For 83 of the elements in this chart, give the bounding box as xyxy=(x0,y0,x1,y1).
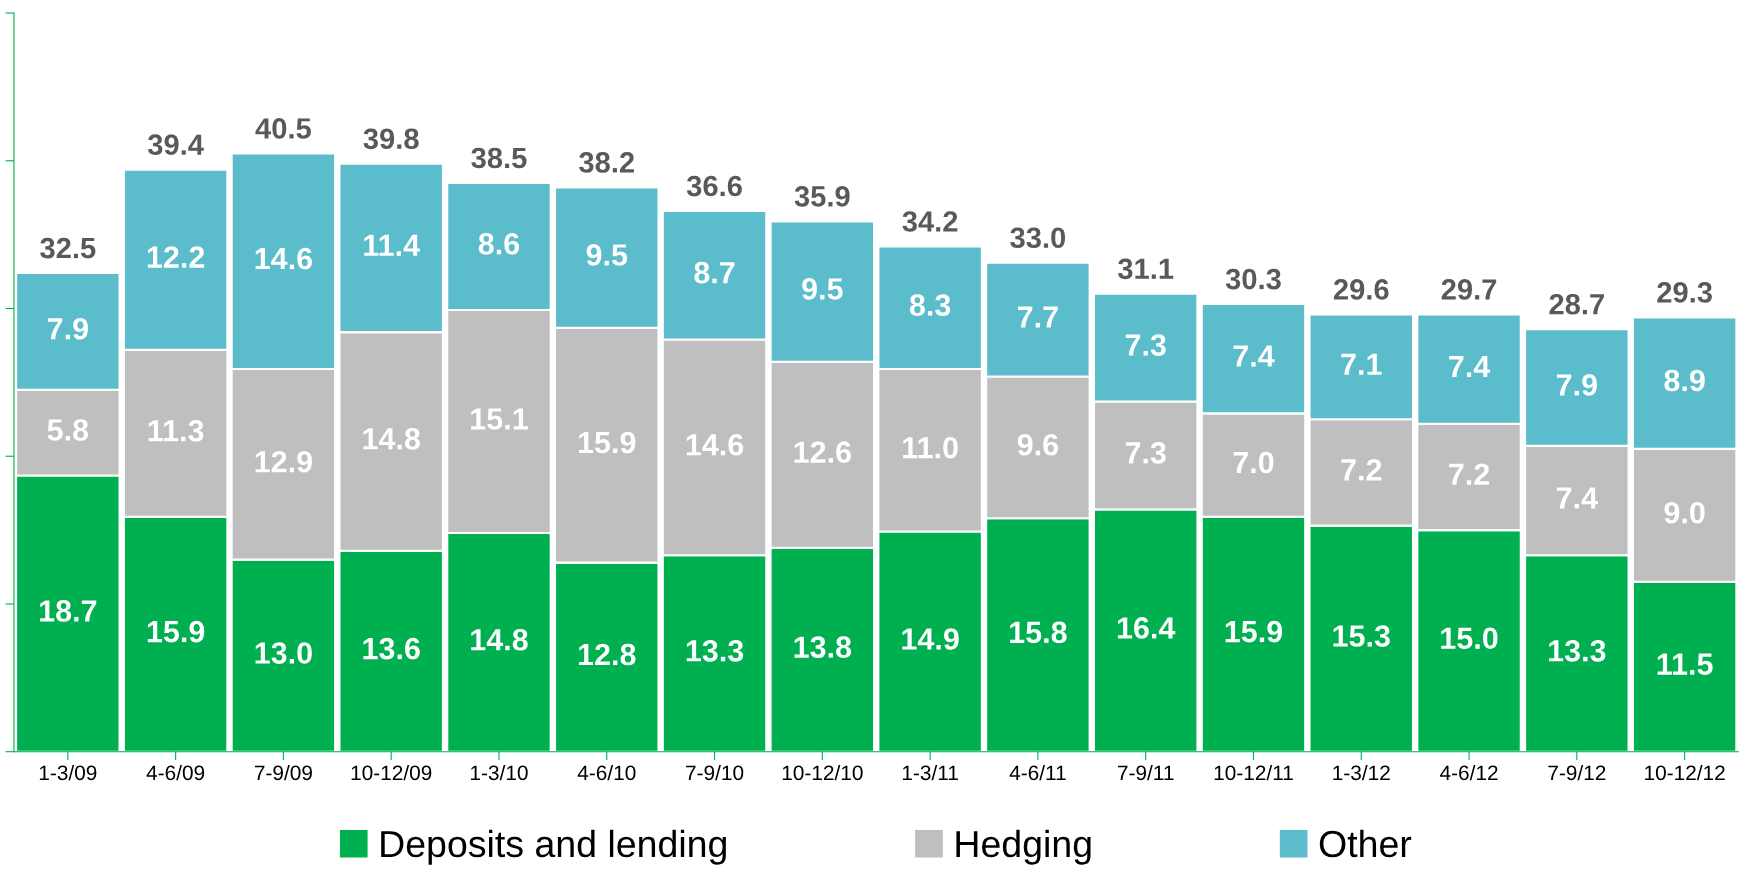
data-label: 9.5 xyxy=(802,278,843,300)
data-label: 8.7 xyxy=(694,261,735,284)
data-label: 8.3 xyxy=(909,294,951,316)
data-label: 12.9 xyxy=(255,450,313,473)
x-tick-label: 1-3/10 xyxy=(471,764,528,781)
x-tick-label: 10-12/10 xyxy=(782,764,863,781)
data-label: 11.3 xyxy=(148,419,204,442)
data-label: 8.9 xyxy=(1664,369,1705,392)
data-label: 13.3 xyxy=(1549,640,1606,662)
data-label: 9.5 xyxy=(586,244,628,266)
data-label: 16.4 xyxy=(1117,617,1176,639)
data-label: 15.9 xyxy=(578,431,636,454)
data-label: 12.6 xyxy=(794,441,851,463)
data-label: 7.2 xyxy=(1341,459,1382,481)
legend-label: Hedging xyxy=(956,829,1091,865)
total-label: 38.5 xyxy=(471,147,527,169)
total-label: 33.0 xyxy=(1010,227,1066,249)
data-label: 14.6 xyxy=(686,433,744,456)
total-label: 28.7 xyxy=(1549,293,1604,315)
total-label: 38.2 xyxy=(579,152,634,173)
total-label: 39.8 xyxy=(363,128,419,150)
x-tick-label: 7-9/12 xyxy=(1548,764,1606,781)
x-tick-label: 1-3/09 xyxy=(39,764,97,781)
total-label: 30.3 xyxy=(1225,268,1281,290)
total-label: 29.3 xyxy=(1657,282,1712,303)
x-tick-label: 4-6/10 xyxy=(577,764,636,781)
data-label: 7.2 xyxy=(1449,463,1490,485)
data-label: 15.9 xyxy=(147,620,205,643)
total-label: 34.2 xyxy=(902,211,958,232)
data-label: 7.9 xyxy=(47,317,88,340)
data-label: 7.3 xyxy=(1125,334,1166,356)
total-label: 39.4 xyxy=(147,134,204,156)
x-tick-label: 10-12/11 xyxy=(1214,764,1293,781)
data-label: 9.0 xyxy=(1664,501,1705,524)
x-tick-label: 4-6/09 xyxy=(146,764,205,781)
legend-label: Deposits and lending xyxy=(381,829,726,865)
data-label: 15.1 xyxy=(471,408,528,430)
data-label: 7.1 xyxy=(1341,353,1382,375)
data-label: 9.6 xyxy=(1017,433,1059,456)
data-label: 11.0 xyxy=(903,436,958,459)
data-label: 7.7 xyxy=(1017,306,1058,328)
x-tick-label: 7-9/09 xyxy=(254,764,312,781)
total-label: 36.6 xyxy=(686,175,742,197)
x-tick-label: 1-3/12 xyxy=(1333,764,1390,781)
data-label: 15.3 xyxy=(1333,625,1390,647)
x-tick-label: 7-9/11 xyxy=(1117,764,1174,781)
data-label: 13.8 xyxy=(794,636,852,658)
data-label: 15.0 xyxy=(1441,627,1498,650)
total-label: 32.5 xyxy=(40,237,96,259)
data-label: 14.8 xyxy=(471,628,528,651)
x-tick-label: 10-12/12 xyxy=(1645,764,1725,781)
data-label: 14.6 xyxy=(255,247,313,270)
total-label: 35.9 xyxy=(794,186,850,207)
total-label: 29.6 xyxy=(1333,279,1389,300)
legend-label: Other xyxy=(1319,829,1412,858)
data-label: 15.9 xyxy=(1225,620,1283,643)
data-label: 7.4 xyxy=(1449,355,1491,377)
x-tick-label: 1-3/11 xyxy=(902,764,958,781)
data-label: 13.0 xyxy=(255,642,312,664)
x-tick-label: 4-6/11 xyxy=(1009,764,1066,781)
data-label: 13.6 xyxy=(363,637,420,660)
total-label: 40.5 xyxy=(255,118,311,139)
data-label: 7.4 xyxy=(1556,487,1598,509)
data-label: 14.8 xyxy=(363,428,420,450)
data-label: 12.2 xyxy=(147,246,205,268)
data-label: 7.0 xyxy=(1233,451,1274,474)
total-label: 29.7 xyxy=(1441,279,1497,300)
x-tick-label: 4-6/12 xyxy=(1440,764,1498,781)
data-label: 15.8 xyxy=(1010,621,1067,644)
total-label: 31.1 xyxy=(1117,258,1174,280)
data-label: 12.8 xyxy=(578,643,636,666)
data-label: 7.3 xyxy=(1125,442,1166,464)
data-label: 7.9 xyxy=(1556,374,1597,396)
data-label: 8.6 xyxy=(478,233,520,255)
data-label: 18.7 xyxy=(40,600,97,622)
data-label: 11.4 xyxy=(364,234,420,256)
data-label: 5.8 xyxy=(47,419,89,441)
x-tick-label: 10-12/09 xyxy=(351,764,432,781)
data-label: 13.3 xyxy=(686,640,744,662)
data-label: 11.5 xyxy=(1657,653,1713,675)
data-label: 14.9 xyxy=(902,628,959,650)
x-tick-label: 7-9/10 xyxy=(686,764,744,781)
data-label: 7.4 xyxy=(1233,345,1275,367)
